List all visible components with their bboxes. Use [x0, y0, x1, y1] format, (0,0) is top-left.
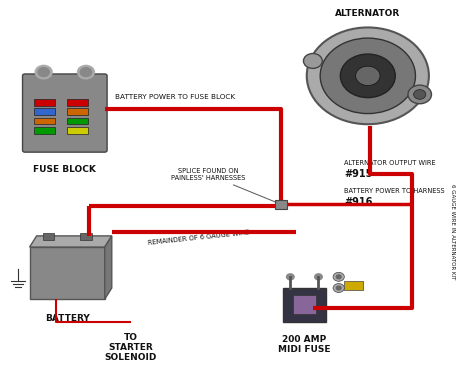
- Bar: [67, 99, 88, 106]
- FancyBboxPatch shape: [29, 247, 105, 299]
- Circle shape: [414, 90, 426, 99]
- Text: 200 AMP
MIDI FUSE: 200 AMP MIDI FUSE: [278, 334, 331, 354]
- Circle shape: [38, 68, 49, 76]
- Circle shape: [77, 65, 94, 79]
- Text: #916: #916: [344, 197, 373, 207]
- Polygon shape: [29, 236, 112, 247]
- Text: BATTERY: BATTERY: [45, 314, 90, 323]
- Circle shape: [35, 65, 52, 79]
- Text: REMAINDER OF 6 GAUGE WIRE: REMAINDER OF 6 GAUGE WIRE: [148, 230, 250, 246]
- FancyBboxPatch shape: [23, 74, 107, 152]
- Bar: [34, 99, 55, 106]
- Circle shape: [333, 284, 344, 292]
- Circle shape: [333, 272, 344, 281]
- Bar: [34, 127, 55, 134]
- Bar: [34, 108, 55, 115]
- Circle shape: [303, 54, 322, 68]
- Circle shape: [287, 274, 294, 280]
- Text: #915: #915: [344, 170, 373, 180]
- Bar: [43, 233, 54, 240]
- Text: FUSE BLOCK: FUSE BLOCK: [33, 165, 96, 174]
- Circle shape: [80, 68, 91, 76]
- Circle shape: [408, 85, 431, 104]
- Text: BATTERY POWER TO FUSE BLOCK: BATTERY POWER TO FUSE BLOCK: [115, 94, 235, 100]
- Bar: [67, 108, 88, 115]
- Bar: [344, 280, 363, 290]
- Text: ALTERNATOR: ALTERNATOR: [335, 9, 401, 18]
- Text: ALTERNATOR OUTPUT WIRE: ALTERNATOR OUTPUT WIRE: [344, 160, 436, 166]
- Text: SPLICE FOUND ON
PAINLESS' HARNESSES: SPLICE FOUND ON PAINLESS' HARNESSES: [171, 168, 278, 203]
- Text: 6 GAUGE WIRE IN ALTERNATOR KIT: 6 GAUGE WIRE IN ALTERNATOR KIT: [450, 184, 455, 280]
- Bar: [80, 233, 91, 240]
- Bar: [283, 288, 326, 321]
- Circle shape: [315, 274, 322, 280]
- Bar: [67, 117, 88, 124]
- Circle shape: [337, 286, 341, 290]
- Polygon shape: [105, 236, 112, 299]
- Circle shape: [356, 66, 380, 86]
- Circle shape: [307, 27, 429, 124]
- Bar: [275, 200, 287, 209]
- Bar: [67, 127, 88, 134]
- Bar: [34, 117, 55, 124]
- Circle shape: [320, 38, 415, 114]
- Text: BATTERY POWER TO HARNESS: BATTERY POWER TO HARNESS: [344, 188, 445, 194]
- Text: TO
STARTER
SOLENOID: TO STARTER SOLENOID: [104, 333, 157, 363]
- Circle shape: [340, 54, 395, 98]
- Bar: [292, 296, 316, 314]
- Circle shape: [337, 275, 341, 279]
